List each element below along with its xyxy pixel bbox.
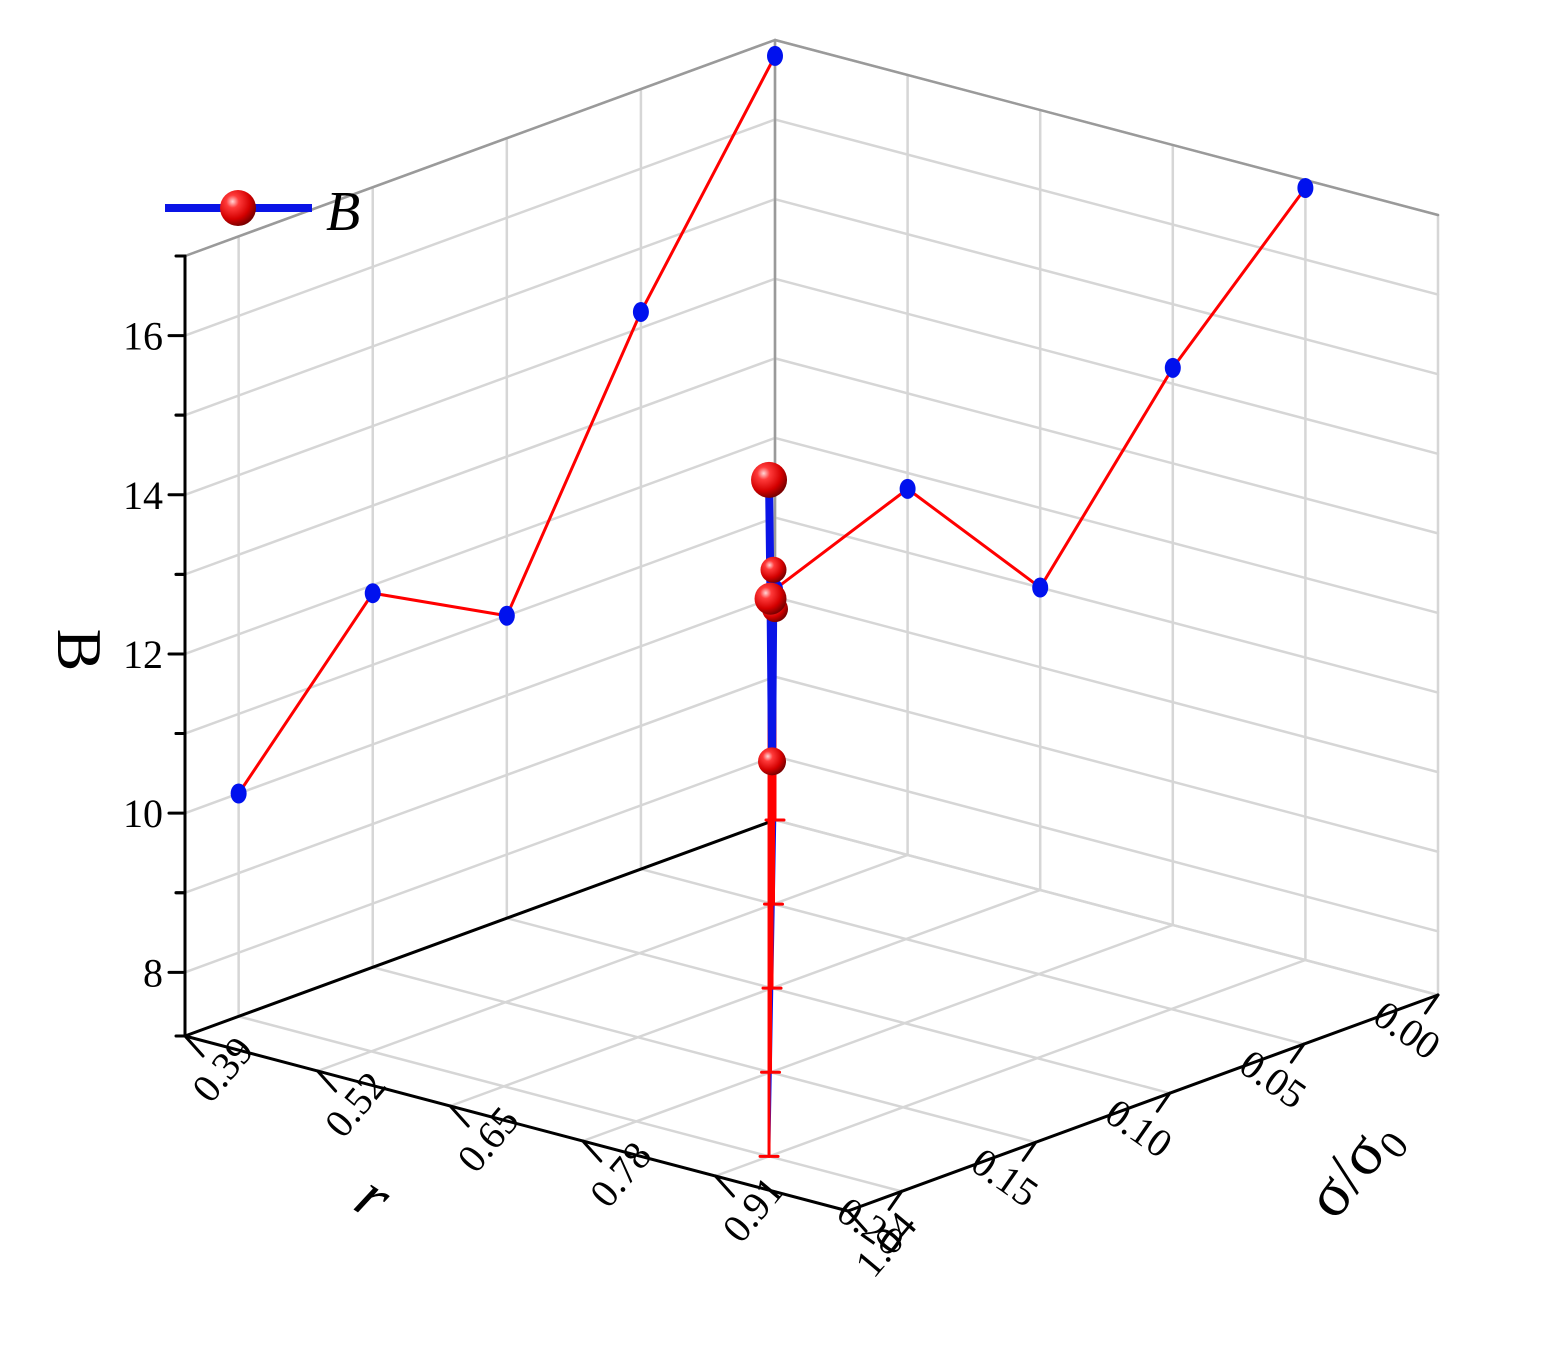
z-tick-label: 14	[123, 473, 163, 518]
projection-r-point	[364, 583, 381, 604]
x-axis-front-line	[183, 1034, 850, 1213]
y-tick-label: 0.78	[581, 1133, 660, 1216]
series-B-marker	[760, 556, 787, 583]
y-tick-0	[183, 1034, 205, 1058]
x-tick-label: 0.00	[1366, 991, 1449, 1068]
grid-line-ywall-z-6	[773, 357, 1440, 535]
y-tick-5	[846, 1209, 868, 1233]
projection-r-segment	[371, 591, 509, 618]
y-tick-label: 0.65	[448, 1098, 527, 1181]
legend: B	[165, 181, 360, 243]
grid-line-floor-y-2	[448, 888, 1042, 1108]
back-edge-left-top	[183, 38, 777, 258]
y-tick-4	[713, 1174, 735, 1198]
z-tick-label: 12	[123, 632, 163, 677]
projection-s-point	[1164, 357, 1181, 378]
grid-line-floor-y-4	[714, 958, 1307, 1178]
grid-line-ywall-z-8	[773, 197, 1440, 376]
x-tick-1	[1289, 1042, 1306, 1064]
x-tick-0	[1423, 993, 1440, 1015]
grid-line-xwall-z-6	[183, 357, 777, 576]
projection-r-point	[632, 301, 649, 322]
projection-s-segment	[1171, 186, 1307, 370]
series-B-segment	[766, 594, 777, 766]
series-B-marker	[751, 461, 788, 498]
z-tick-label: 16	[123, 314, 163, 359]
grid-line-ywall-z-4	[773, 516, 1440, 694]
grid-line-ywall-z-5	[773, 436, 1440, 615]
projection-s-point	[899, 478, 916, 499]
x-tick-label: 0.05	[1232, 1041, 1315, 1118]
grid-line-ywall-z-2	[773, 675, 1440, 853]
y-tick-label: 0.39	[183, 1028, 262, 1111]
grid-line-ywall-z-3	[773, 595, 1440, 774]
x-tick-label: 0.15	[963, 1139, 1046, 1216]
grid-line-floor-x-3	[371, 966, 1037, 1144]
projection-r-point	[230, 783, 247, 804]
grid-line-floor-x-1	[639, 867, 1306, 1046]
grid-line-ywall-z-9	[773, 118, 1440, 296]
grid-line-xwall-z-5	[183, 436, 777, 656]
x-axis-line	[183, 818, 777, 1038]
grid-line-xwall-z-2	[183, 675, 777, 894]
projection-s-point	[1032, 577, 1049, 598]
grid-line-floor-x-4	[237, 1015, 903, 1193]
y-tick-1	[316, 1069, 338, 1093]
projection-r-point	[767, 45, 783, 66]
series-B-marker	[754, 582, 787, 615]
z-tick-label: 10	[123, 791, 163, 836]
y-tick-label: 0.52	[316, 1063, 395, 1146]
grid-line-xwall-z-1	[183, 755, 777, 974]
projection-s-point	[1297, 177, 1314, 198]
grid-line-xwall-z-9	[183, 118, 777, 337]
y-axis-title: σ/σ0	[1290, 1103, 1417, 1235]
projection-r-segment	[237, 591, 375, 796]
projection-r-segment	[505, 310, 643, 618]
x-axis-title: r	[343, 1159, 405, 1234]
y-tick-label: 0.91	[713, 1168, 792, 1251]
projection-s-segment	[906, 487, 1042, 590]
x-tick-2	[1155, 1091, 1172, 1113]
grid-line-xwall-z-3	[183, 595, 777, 815]
projection-r-segment	[639, 54, 777, 314]
y-tick-3	[581, 1139, 603, 1163]
projection-s-segment	[773, 487, 910, 591]
legend-label: B	[326, 181, 360, 243]
x-tick-label: 0.10	[1097, 1090, 1180, 1167]
grid-line-xwall-z-7	[183, 277, 777, 497]
x-tick-3	[1021, 1140, 1038, 1162]
grid-line-floor-y-1	[316, 853, 909, 1073]
projection-s-segment	[1038, 366, 1175, 590]
back-edge-right-top	[773, 38, 1440, 217]
projection-walls	[230, 45, 1314, 804]
y-axis-line	[846, 993, 1440, 1213]
grid-line-floor-y-3	[581, 923, 1175, 1143]
axes	[167, 254, 1440, 1233]
legend-marker	[220, 190, 256, 226]
series-B-marker	[758, 747, 787, 776]
z-tick-label: 8	[143, 950, 163, 995]
y-tick-2	[448, 1104, 470, 1128]
grid-lines	[183, 38, 1440, 1213]
projection-r-point	[498, 605, 515, 626]
grid-line-ywall-z-7	[773, 277, 1440, 456]
grid-line-floor-x-0	[773, 818, 1440, 997]
z-axis-title: B	[44, 629, 115, 672]
x-tick-4	[887, 1189, 904, 1211]
svg-text:σ/σ0: σ/σ0	[1290, 1103, 1417, 1235]
grid-line-floor-x-2	[505, 916, 1172, 1095]
grid-line-xwall-z-8	[183, 197, 777, 417]
grid-line-xwall-z-4	[183, 516, 777, 735]
data-series	[751, 461, 788, 1158]
grid-line-ywall-z-1	[773, 755, 1440, 933]
